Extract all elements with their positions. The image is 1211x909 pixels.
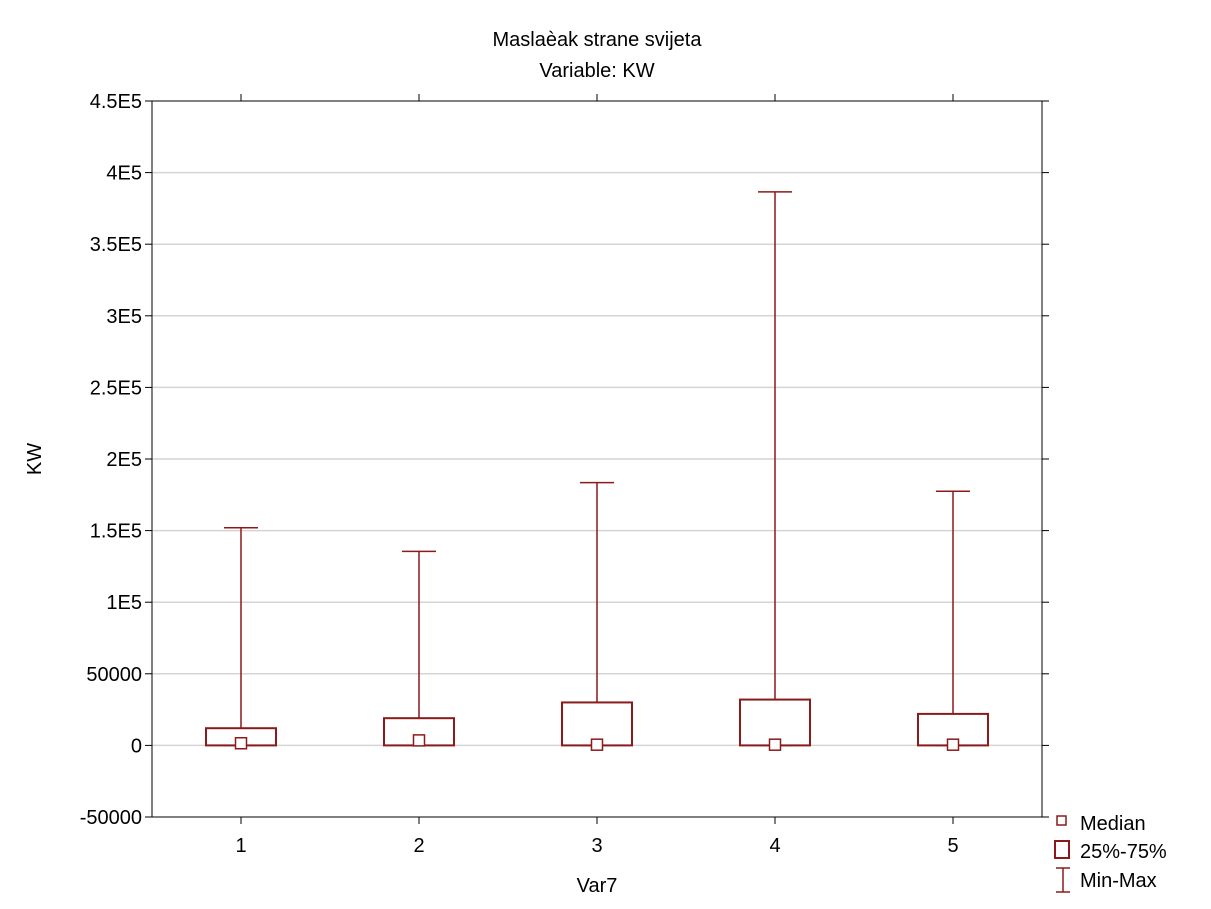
y-tick-label: 1.5E5 bbox=[90, 521, 142, 543]
x-tick-label: 5 bbox=[947, 835, 958, 857]
median-marker bbox=[412, 734, 426, 747]
x-tick-label: 4 bbox=[769, 835, 780, 857]
chart-subtitle: Variable: KW bbox=[539, 60, 654, 82]
box-group bbox=[917, 490, 989, 751]
x-tick-label: 2 bbox=[413, 835, 424, 857]
box-group bbox=[561, 481, 633, 751]
median-marker bbox=[590, 738, 604, 751]
y-tick-label: 1E5 bbox=[106, 592, 142, 614]
box-group bbox=[205, 526, 277, 750]
boxes bbox=[205, 191, 989, 751]
legend: Median 25%-75% Min-Max bbox=[1054, 813, 1167, 893]
y-axis-ticks: -50000 0 50000 1E5 1.5E5 2E5 2.5E5 3E5 3.5E5 4E5 4… bbox=[80, 91, 1049, 829]
x-tick-label: 3 bbox=[591, 835, 602, 857]
legend-box-label: 25%-75% bbox=[1080, 841, 1167, 863]
grid-lines bbox=[152, 171, 1042, 747]
y-tick-label: 4.5E5 bbox=[90, 91, 142, 113]
legend-whisker-icon bbox=[1056, 867, 1070, 893]
x-axis-label: Var7 bbox=[577, 875, 618, 897]
box-group bbox=[739, 191, 811, 751]
y-tick-label: 2E5 bbox=[106, 449, 142, 471]
legend-median-label: Median bbox=[1080, 813, 1146, 835]
y-tick-label: 2.5E5 bbox=[90, 377, 142, 399]
y-tick-label: 0 bbox=[131, 735, 142, 757]
legend-whisker-label: Min-Max bbox=[1080, 870, 1157, 892]
y-tick-label: -50000 bbox=[80, 807, 142, 829]
x-tick-label: 1 bbox=[235, 835, 246, 857]
y-tick-label: 3.5E5 bbox=[90, 234, 142, 256]
chart-title: Maslaèak strane svijeta bbox=[493, 29, 703, 51]
legend-median-icon bbox=[1056, 815, 1067, 826]
y-tick-label: 4E5 bbox=[106, 163, 142, 185]
y-axis-label: KW bbox=[24, 443, 46, 475]
x-axis-ticks: 1 2 3 4 5 bbox=[235, 94, 959, 857]
median-marker bbox=[234, 737, 248, 750]
box-group bbox=[383, 550, 455, 747]
y-tick-label: 3E5 bbox=[106, 306, 142, 328]
median-marker bbox=[946, 738, 960, 751]
y-tick-label: 50000 bbox=[86, 664, 142, 686]
median-marker bbox=[768, 738, 782, 751]
legend-box-icon bbox=[1054, 840, 1070, 859]
